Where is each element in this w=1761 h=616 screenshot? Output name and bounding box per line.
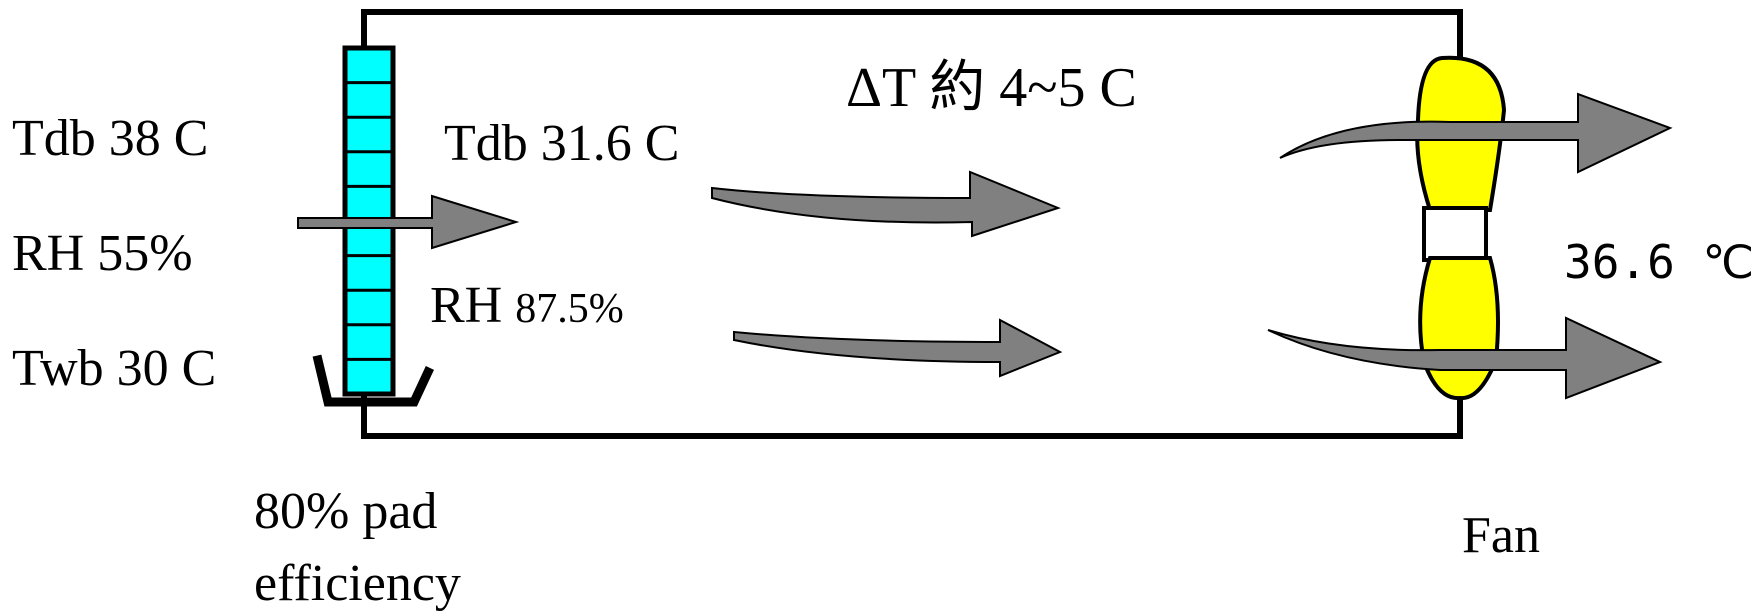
- pad-efficiency-line2: efficiency: [254, 555, 461, 612]
- inlet-rh-label: RH 55%: [12, 225, 193, 282]
- delta-t-label: ΔT 約 4~5 C: [846, 57, 1137, 119]
- pad-efficiency-line1: 80% pad: [254, 483, 437, 540]
- after-pad-tdb-label: Tdb 31.6 C: [444, 115, 679, 172]
- fan-label: Fan: [1462, 507, 1540, 564]
- exhaust-arrow-lower: [1267, 316, 1663, 400]
- fan: [1415, 55, 1507, 401]
- after-pad-rh-label: RH 87.5%: [430, 277, 624, 334]
- exhaust-arrow-upper: [1279, 92, 1673, 174]
- after-pad-rh-value: 87.5%: [515, 286, 624, 332]
- fan-hub: [1422, 206, 1488, 262]
- water-trough: [312, 354, 434, 407]
- interior-arrow-lower: [733, 318, 1063, 378]
- outlet-temperature-label: 36.6 ℃: [1564, 235, 1754, 289]
- interior-arrow-upper: [711, 170, 1061, 238]
- inlet-arrow: [297, 194, 520, 250]
- after-pad-rh-prefix: RH: [430, 277, 515, 334]
- inlet-tdb-label: Tdb 38 C: [12, 110, 208, 167]
- inlet-twb-label: Twb 30 C: [12, 340, 216, 397]
- fan-blade-lower: [1418, 256, 1500, 401]
